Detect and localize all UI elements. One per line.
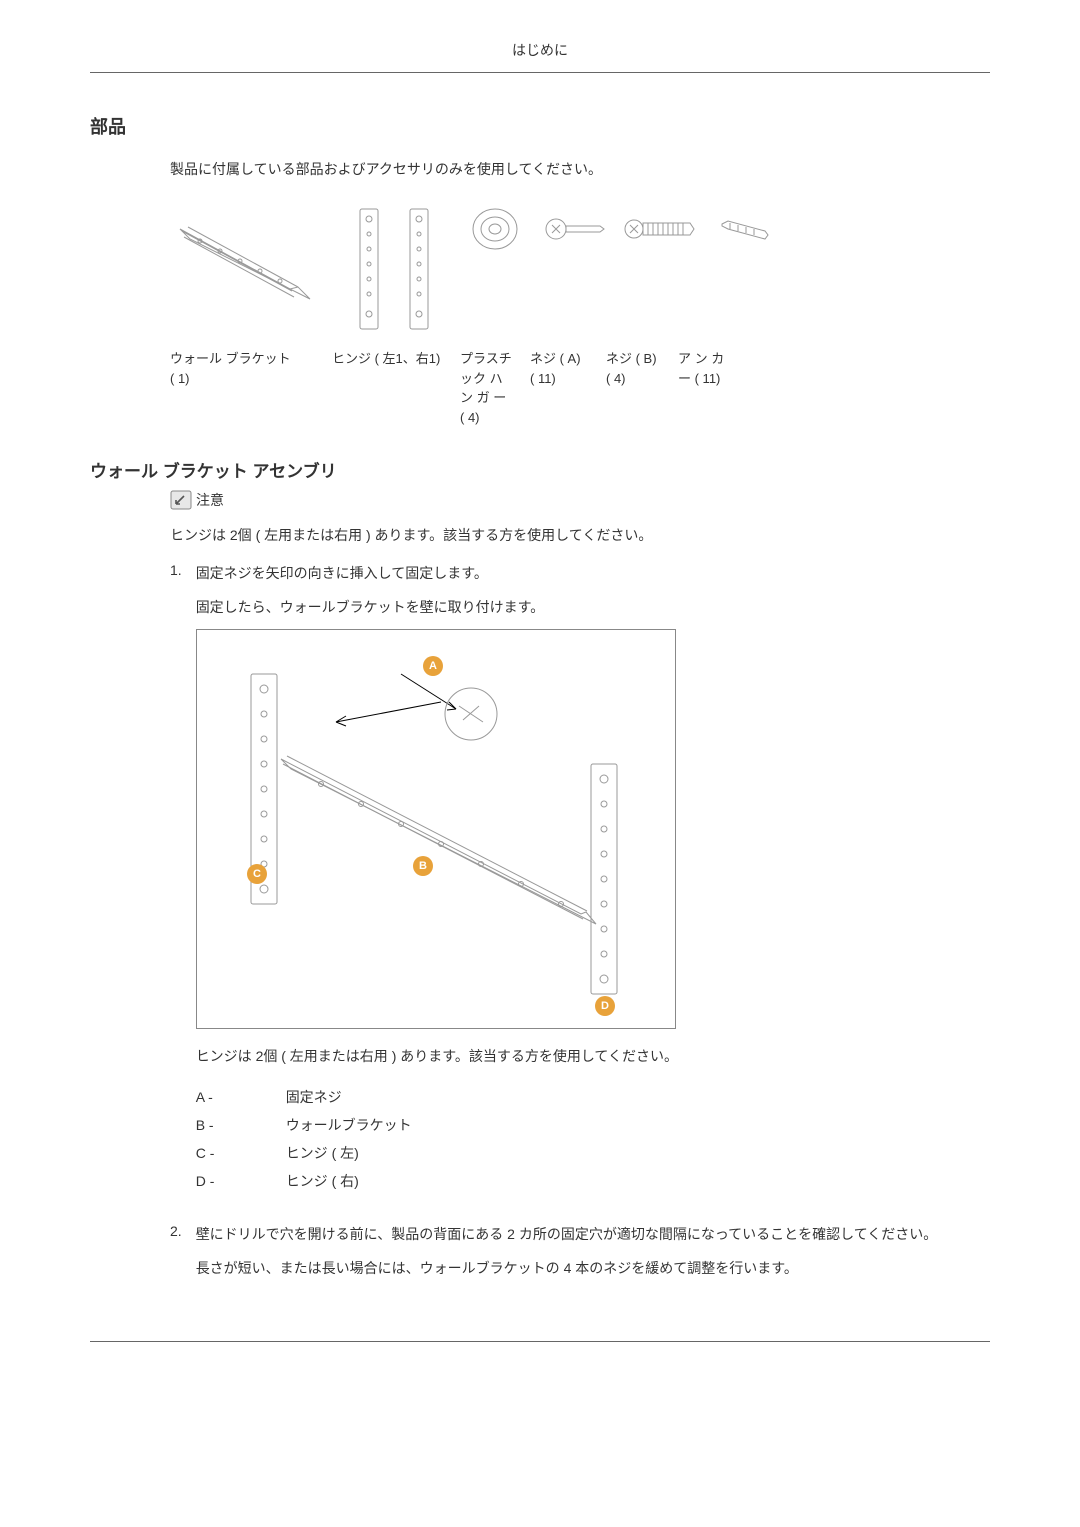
parts-images <box>170 199 990 339</box>
section-title-parts: 部品 <box>90 113 990 139</box>
legend-row-c: C - ヒンジ ( 左) <box>196 1139 990 1167</box>
parts-captions: ウォール ブラケット ( 1) ヒンジ ( 左1、右1) プラスチ ック ハ ン… <box>170 349 990 427</box>
legend-row-b: B - ウォールブラケット <box>196 1111 990 1139</box>
note-line: 注意 <box>170 490 990 510</box>
legend-d-key: D - <box>196 1167 256 1195</box>
legend: A - 固定ネジ B - ウォールブラケット C - ヒンジ ( 左) D - … <box>196 1083 990 1195</box>
page-footer-rule <box>90 1341 990 1343</box>
section-title-assembly: ウォール ブラケット アセンブリ <box>90 457 990 482</box>
legend-c-val: ヒンジ ( 左) <box>286 1139 359 1167</box>
callout-b: B <box>419 860 427 872</box>
legend-a-key: A - <box>196 1083 256 1111</box>
parts-block: 製品に付属している部品およびアクセサリのみを使用してください。 <box>90 159 990 427</box>
step-1-num: 1. <box>170 562 182 1209</box>
callout-d: D <box>601 1000 609 1012</box>
step-2: 2. 壁にドリルで穴を開ける前に、製品の背面にある 2 カ所の固定穴が適切な間隔… <box>170 1223 990 1291</box>
part-img-anchor <box>710 199 780 259</box>
callout-a: A <box>429 660 437 672</box>
step-2-sub: 長さが短い、または長い場合には、ウォールブラケットの 4 本のネジを緩めて調整を… <box>196 1257 990 1281</box>
cap-3-l1: ネジ ( A) <box>530 351 581 366</box>
cap-3-l2: ( 11) <box>530 371 556 386</box>
cap-4-l1: ネジ ( B) <box>606 351 657 366</box>
cap-5-l1: ア ン カ <box>678 351 724 366</box>
step-2-num: 2. <box>170 1223 182 1291</box>
cap-2-l4: ( 4) <box>460 410 480 425</box>
step-1-after: ヒンジは 2個 ( 左用または右用 ) あります。該当する方を使用してください。 <box>196 1045 990 1069</box>
part-img-screw-b <box>620 199 700 259</box>
cap-5-l2: ー ( 11) <box>678 371 720 386</box>
note-label: 注意 <box>196 490 224 510</box>
cap-0-l1: ウォール ブラケット <box>170 351 291 366</box>
legend-b-val: ウォールブラケット <box>286 1111 412 1139</box>
header-title: はじめに <box>512 42 568 58</box>
step-1: 1. 固定ネジを矢印の向きに挿入して固定します。 固定したら、ウォールブラケット… <box>170 562 990 1209</box>
step-1-sub: 固定したら、ウォールブラケットを壁に取り付けます。 <box>196 596 990 620</box>
assembly-diagram: A B C D <box>196 629 676 1029</box>
legend-c-key: C - <box>196 1139 256 1167</box>
hinge-note-1: ヒンジは 2個 ( 左用または右用 ) あります。該当する方を使用してください。 <box>170 524 990 548</box>
cap-2-l2: ック ハ <box>460 371 503 386</box>
step-2-text: 壁にドリルで穴を開ける前に、製品の背面にある 2 カ所の固定穴が適切な間隔になっ… <box>196 1223 990 1247</box>
cap-2-l1: プラスチ <box>460 351 512 366</box>
parts-intro: 製品に付属している部品およびアクセサリのみを使用してください。 <box>170 159 990 179</box>
part-img-screw-a <box>540 199 610 259</box>
page-header: はじめに <box>90 40 990 73</box>
legend-a-val: 固定ネジ <box>286 1083 342 1111</box>
legend-b-key: B - <box>196 1111 256 1139</box>
part-img-hinge <box>340 199 450 339</box>
cap-1-l1: ヒンジ ( 左1、右1) <box>332 351 440 366</box>
note-icon <box>170 490 192 510</box>
callout-c: C <box>253 868 261 880</box>
legend-row-a: A - 固定ネジ <box>196 1083 990 1111</box>
assembly-block: ヒンジは 2個 ( 左用または右用 ) あります。該当する方を使用してください。… <box>90 524 990 1291</box>
part-img-plastic-hanger <box>460 199 530 259</box>
step-1-text: 固定ネジを矢印の向きに挿入して固定します。 <box>196 562 990 586</box>
cap-4-l2: ( 4) <box>606 371 626 386</box>
cap-0-l2: ( 1) <box>170 371 190 386</box>
step-list: 1. 固定ネジを矢印の向きに挿入して固定します。 固定したら、ウォールブラケット… <box>170 562 990 1291</box>
part-img-wall-bracket <box>170 199 330 339</box>
legend-d-val: ヒンジ ( 右) <box>286 1167 359 1195</box>
legend-row-d: D - ヒンジ ( 右) <box>196 1167 990 1195</box>
cap-2-l3: ン ガ ー <box>460 390 506 405</box>
